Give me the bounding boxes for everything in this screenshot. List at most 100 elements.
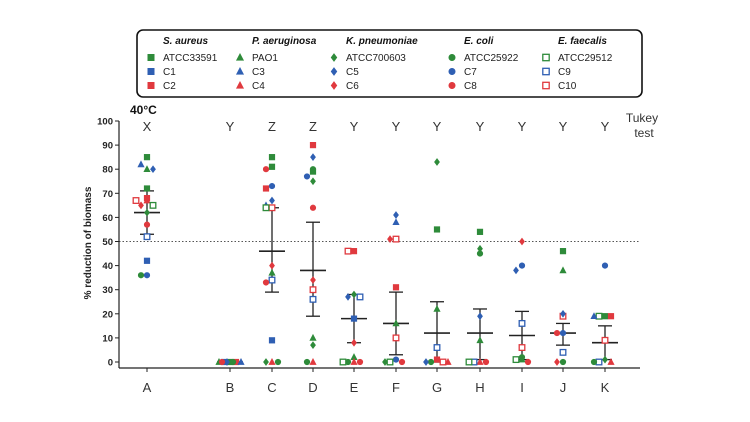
point-e-c9 <box>356 293 364 301</box>
point-f-pao1 <box>392 319 400 327</box>
point-g-c10 <box>439 358 447 366</box>
point-c-c9 <box>268 276 276 284</box>
y-tick-label: 100 <box>97 117 113 128</box>
legend-marker-c5 <box>330 67 338 76</box>
legend-frame <box>136 29 643 98</box>
point-e-c6 <box>351 338 357 347</box>
point-h-pao1 <box>476 336 484 344</box>
point-i-c6 <box>519 237 525 246</box>
point-k-atcc700603 <box>602 355 608 364</box>
point-i-pao1 <box>518 355 526 363</box>
point-c-c2 <box>262 185 270 192</box>
legend: S. aureus ATCC33591 C1 C2 P. aeruginosa PAO1 C… <box>136 29 643 98</box>
legend-label-c9: C9 <box>558 67 571 78</box>
point-j-atcc33591 <box>559 248 567 255</box>
category-label-i: I <box>520 380 524 395</box>
category-label-c: C <box>267 380 276 395</box>
point-h-c8 <box>482 358 490 366</box>
legend-species-2: K. pneumoniae <box>346 36 418 47</box>
point-a-c4 <box>143 196 151 204</box>
y-axis-label: % reduction of biomass <box>83 186 94 299</box>
point-k-c7 <box>601 262 609 269</box>
point-f-c10 <box>392 235 400 243</box>
point-i-c7 <box>518 262 526 269</box>
legend-marker-c4 <box>235 81 245 89</box>
point-g-c2 <box>433 356 441 363</box>
point-d-c10 <box>309 286 317 294</box>
legend-label-c8: C8 <box>464 81 477 92</box>
legend-label-pao1: PAO1 <box>252 53 278 64</box>
legend-marker-c10 <box>542 81 550 90</box>
point-j-c8 <box>553 329 561 337</box>
point-d-c6 <box>310 276 316 284</box>
point-b-c3 <box>237 357 245 365</box>
legend-marker-atcc700603 <box>330 53 338 62</box>
point-d-c5 <box>310 153 316 162</box>
point-a-c8 <box>143 221 151 228</box>
point-e-c5 <box>345 293 351 301</box>
point-a-atcc700603 <box>144 208 150 217</box>
legend-species-3: E. coli <box>464 36 494 47</box>
y-tick-label: 90 <box>102 141 113 152</box>
point-k-c4 <box>607 357 615 365</box>
point-j-atcc25922 <box>559 358 567 366</box>
point-d-atcc25922 <box>303 358 311 366</box>
y-tick-label: 30 <box>102 285 113 296</box>
point-h-c4 <box>476 357 484 365</box>
point-a-atcc33591 <box>143 185 151 192</box>
legend-marker-c2 <box>147 82 155 90</box>
point-e-c4 <box>350 357 358 365</box>
legend-species-1: P. aeruginosa <box>252 36 317 47</box>
legend-label-atcc33591: ATCC33591 <box>163 53 218 64</box>
y-tick-label: 20 <box>102 309 113 320</box>
legend-marker-c1 <box>147 68 155 76</box>
tukey-letter-c: Z <box>268 119 276 134</box>
point-b-c5 <box>224 358 230 366</box>
tukey-letter-g: Y <box>433 119 442 134</box>
category-label-e: E <box>350 380 359 395</box>
legend-marker-c7 <box>448 68 456 76</box>
chart-title: 40°C <box>130 103 157 117</box>
point-d-pao1 <box>309 333 317 341</box>
point-i-c9 <box>518 319 526 327</box>
point-b-c8 <box>218 358 226 366</box>
point-j-c9 <box>559 348 567 356</box>
y-tick-label: 40 <box>102 261 113 272</box>
point-a-c7 <box>143 272 151 279</box>
point-e-atcc700603 <box>351 290 357 299</box>
point-e-c1 <box>350 315 358 322</box>
point-d-atcc700603 <box>310 341 316 349</box>
point-d-c2 <box>309 142 317 149</box>
point-i-c5 <box>513 266 519 275</box>
point-e-c10 <box>344 247 352 255</box>
legend-marker-c6 <box>330 81 338 90</box>
point-h-atcc25922 <box>476 250 484 257</box>
point-a-c6 <box>138 201 144 210</box>
point-c-pao1 <box>268 268 276 276</box>
point-c-c1 <box>268 337 276 344</box>
point-k-c3 <box>590 312 598 320</box>
point-b-atcc25922 <box>229 358 237 366</box>
category-label-g: G <box>432 380 442 395</box>
axes: 0 10 20 30 40 50 60 70 80 90 100 A X B Y C Z D Z E Y F Y G Y H Y I Y… <box>97 117 640 395</box>
y-tick-label: 50 <box>102 237 113 248</box>
point-g-c5 <box>423 358 429 366</box>
data-points <box>132 142 615 366</box>
summary-bars <box>134 190 618 363</box>
point-f-c5 <box>393 211 399 219</box>
point-c-atcc25922 <box>274 358 282 366</box>
tukey-letter-e: Y <box>350 119 359 134</box>
legend-marker-c8 <box>448 82 456 90</box>
y-tick-label: 70 <box>102 189 113 200</box>
legend-label-c3: C3 <box>252 67 265 78</box>
summary-i <box>509 310 535 361</box>
legend-label-c6: C6 <box>346 81 359 92</box>
category-label-b: B <box>226 380 235 395</box>
point-d-c4 <box>309 357 317 365</box>
point-c-c4 <box>268 357 276 365</box>
point-h-c5 <box>477 312 483 321</box>
y-tick-label: 80 <box>102 165 113 176</box>
point-c-c8 <box>262 166 270 173</box>
tukey-letter-k: Y <box>601 119 610 134</box>
